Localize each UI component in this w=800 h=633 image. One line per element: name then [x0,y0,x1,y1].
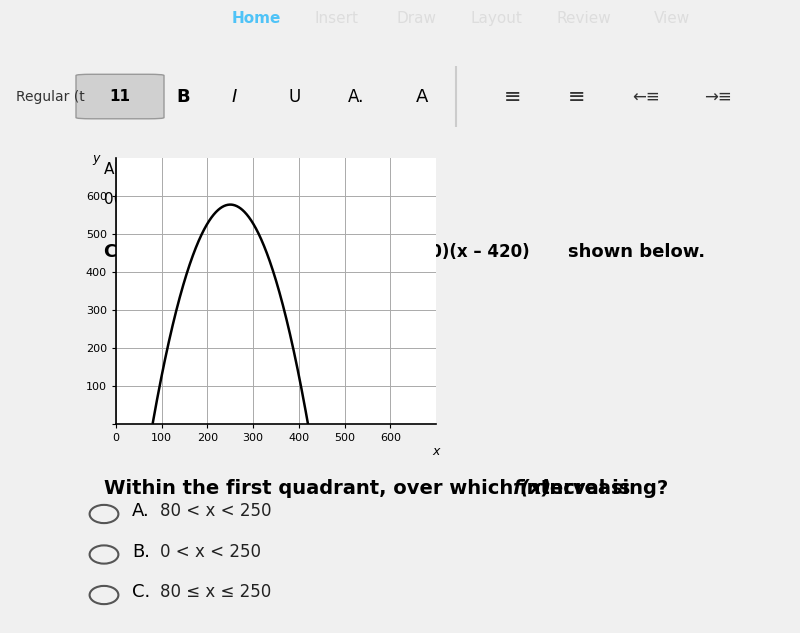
Text: Insert: Insert [314,11,358,26]
Text: Regular (t: Regular (t [16,89,85,104]
Text: U: U [288,87,300,106]
Text: B.: B. [132,543,150,561]
Text: = –0.02(x – 80)(x – 420): = –0.02(x – 80)(x – 420) [312,243,530,261]
Text: A.: A. [132,503,150,520]
Text: ←≡: ←≡ [632,87,660,106]
Text: ≡: ≡ [504,87,522,106]
Text: x: x [432,445,440,458]
Text: Review: Review [557,11,611,26]
Text: Within the first quadrant, over which interval is: Within the first quadrant, over which in… [104,479,637,498]
Text: I: I [232,87,238,106]
Text: →≡: →≡ [704,87,732,106]
Text: A.: A. [348,87,364,106]
Text: Consider the graph of: Consider the graph of [104,243,331,261]
FancyBboxPatch shape [76,74,164,119]
Text: Algebra II: Algebra II [104,162,178,177]
Text: 11: 11 [110,89,130,104]
Text: ≡: ≡ [568,87,586,106]
Text: 80 ≤ x ≤ 250: 80 ≤ x ≤ 250 [160,584,271,601]
Text: View: View [654,11,690,26]
Text: B: B [176,87,190,106]
Text: C.: C. [132,584,150,601]
Text: f(x): f(x) [284,243,320,261]
Text: Home: Home [231,11,281,26]
Text: 80 < x < 250: 80 < x < 250 [160,503,271,520]
Text: 0 < x < 250: 0 < x < 250 [160,543,261,561]
Text: 06-18-21: 06-18-21 [104,192,173,208]
Text: increasing?: increasing? [536,479,668,498]
Text: A: A [416,87,428,106]
Text: f(x): f(x) [512,479,551,498]
Text: y: y [93,152,100,165]
Text: Draw: Draw [396,11,436,26]
Text: shown below.: shown below. [568,243,705,261]
Text: Layout: Layout [470,11,522,26]
